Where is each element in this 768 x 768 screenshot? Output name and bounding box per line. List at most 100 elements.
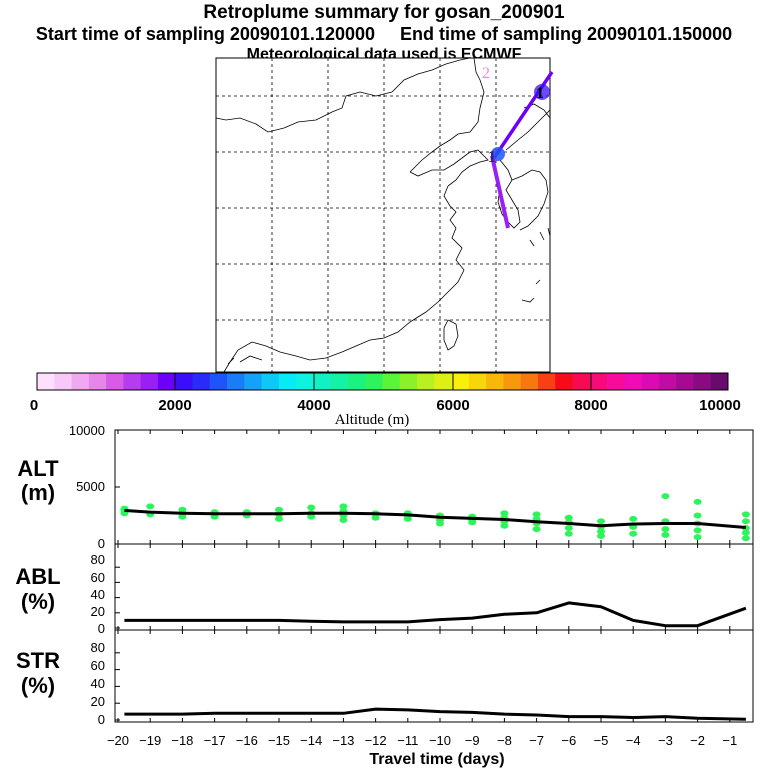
colorbar-tick-labels: 0 2000 4000 6000 8000 10000 (30, 397, 741, 414)
map-panel: 2 1 1 (215, 57, 554, 373)
alt-particle-point (500, 522, 509, 529)
x-tick-label: −3 (658, 733, 673, 748)
colorbar-swatch (278, 373, 297, 390)
chart-title: Retroplume summary for gosan_200901 (203, 2, 565, 23)
colorbar-swatch (468, 373, 487, 390)
trajectory-lines (490, 71, 554, 229)
alt-particle-point (629, 530, 638, 537)
map-cluster-label: 1 (488, 147, 497, 166)
colorbar-swatch (296, 373, 314, 390)
colorbar-tick-label: 8000 (574, 397, 607, 414)
colorbar-swatch (106, 373, 124, 390)
x-tick-label: −1 (722, 733, 737, 748)
colorbar-swatch (503, 373, 522, 390)
colorbar-swatch (382, 373, 401, 390)
str-panel-label: STR (16, 648, 60, 673)
x-tick-label: −19 (139, 733, 161, 748)
colorbar-tick-label: 6000 (436, 397, 469, 414)
colorbar-tick-label: 4000 (297, 397, 330, 414)
abl-y-tick-label: 80 (91, 552, 105, 567)
abl-line (124, 601, 747, 628)
colorbar-swatch (658, 373, 677, 390)
alt-particle-point (275, 515, 283, 522)
abl-y-tick-label: 0 (98, 621, 105, 636)
colorbar-swatch (399, 373, 418, 390)
colorbar-swatch (261, 373, 280, 390)
x-tick-label: −14 (300, 733, 322, 748)
alt-particle-point (371, 514, 380, 521)
alt-panel-label: ALT (17, 456, 59, 481)
colorbar-swatch (693, 373, 712, 390)
alt-particle-point (339, 517, 348, 524)
alt-y-tick-label: 5000 (76, 479, 105, 494)
alt-panel-unit: (m) (21, 480, 55, 505)
map-cluster-label: 1 (536, 85, 544, 102)
colorbar-swatch (123, 373, 142, 390)
alt-panel-frame (114, 429, 754, 545)
series-lines (124, 508, 747, 721)
alt-particle-point (741, 535, 750, 542)
colorbar-swatch (37, 373, 55, 390)
altitude-colorbar (36, 372, 729, 391)
x-tick-label: −5 (594, 733, 609, 748)
abl-panel-unit: (%) (21, 589, 55, 614)
str-y-axis: 0 20 40 60 80 (91, 640, 105, 727)
alt-particle-point (500, 510, 509, 517)
alt-particle-point (275, 506, 283, 513)
x-axis-tick-labels: −20 −19 −18 −17 −16 −15 −14 −13 −12 −11 −10 −9 −8 −7 −… (107, 733, 737, 748)
colorbar-swatch (88, 373, 107, 390)
colorbar-swatch (520, 373, 539, 390)
alt-particle-point (146, 503, 155, 510)
colorbar-swatch (451, 373, 470, 390)
colorbar-title: Altitude (m) (335, 412, 410, 428)
sampling-times: Start time of sampling 20090101.120000 E… (0, 24, 768, 45)
colorbar-swatch (555, 373, 573, 390)
plume-cluster-marker (491, 147, 505, 161)
alt-particle-point (597, 518, 605, 525)
abl-panel-frame (114, 543, 754, 631)
map-cluster-label: 2 (482, 65, 490, 82)
colorbar-swatch (140, 373, 159, 390)
x-tick-label: −20 (107, 733, 129, 748)
colorbar-swatch (537, 373, 556, 390)
panel-frames (114, 429, 754, 723)
x-tick-label: −4 (626, 733, 641, 748)
x-tick-label: −9 (465, 733, 480, 748)
str-y-tick-label: 80 (91, 640, 105, 655)
colorbar-tick-label: 2000 (158, 397, 191, 414)
alt-particle-point (564, 525, 573, 532)
alt-particle-point (693, 527, 702, 534)
alt-particle-point (661, 531, 670, 538)
alt-particle-point (661, 493, 670, 500)
colorbar-swatch (209, 373, 228, 390)
x-tick-label: −15 (268, 733, 290, 748)
alt-particle-point (597, 528, 605, 535)
alt-y-tick-label: 10000 (69, 423, 105, 438)
alt-particle-point (532, 526, 541, 533)
colorbar-swatch (607, 373, 625, 390)
alt-particle-point (532, 511, 541, 518)
alt-particle-point (629, 515, 638, 522)
alt-particle-point (564, 514, 573, 521)
str-line (124, 707, 746, 721)
x-tick-label: −13 (332, 733, 354, 748)
colorbar-swatch (434, 373, 452, 390)
str-panel-frame (114, 629, 754, 723)
colorbar-swatch (227, 373, 245, 390)
colorbar-swatch (417, 373, 435, 390)
x-tick-label: −17 (204, 733, 226, 748)
str-y-tick-label: 60 (91, 658, 105, 673)
alt-particle-point (597, 533, 605, 540)
str-y-tick-label: 0 (98, 712, 105, 727)
alt-particle-point (693, 498, 702, 505)
alt-particle-point (661, 526, 670, 533)
colorbar-swatch (624, 373, 643, 390)
alt-particle-point (307, 504, 316, 511)
colorbar-tick-label: 0 (30, 397, 38, 414)
alt-particle-point (178, 506, 187, 513)
str-y-tick-label: 20 (91, 694, 105, 709)
colorbar-swatch (589, 373, 608, 390)
x-tick-label: −18 (171, 733, 193, 748)
start-time-text: Start time of sampling 20090101.120000 (35, 24, 375, 44)
str-panel-unit: (%) (21, 673, 55, 698)
